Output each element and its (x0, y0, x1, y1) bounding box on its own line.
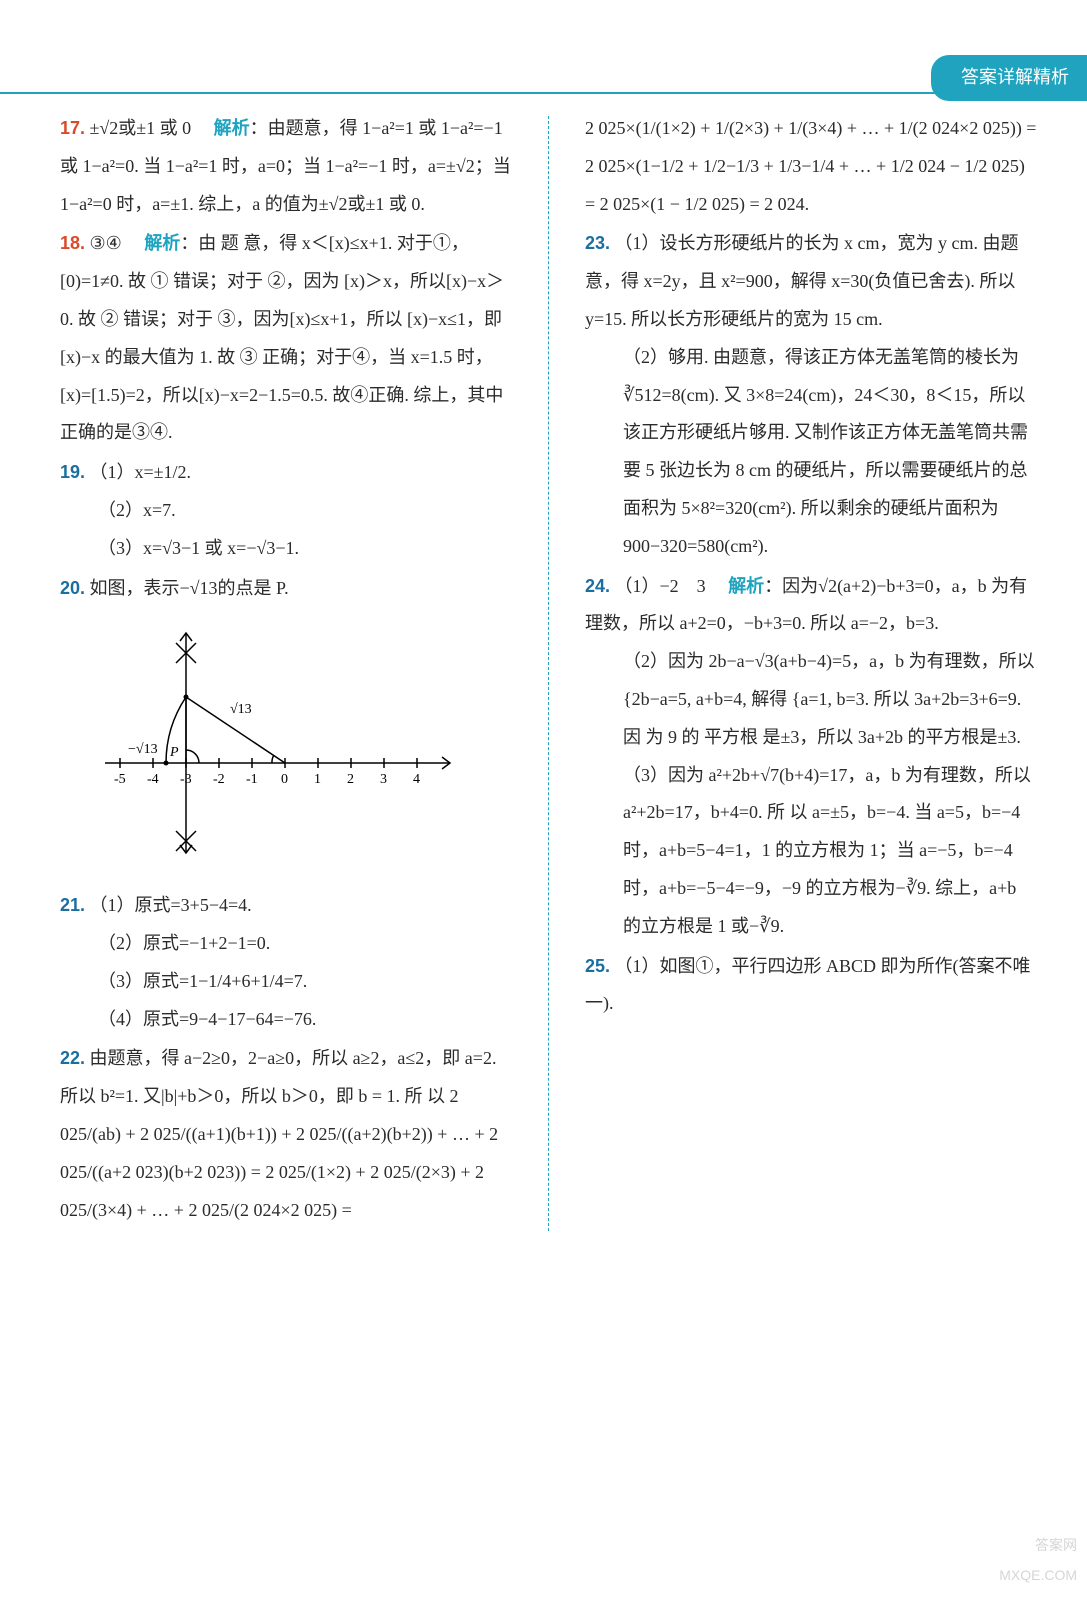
watermark: 答案网 MXQE.COM (999, 1531, 1077, 1590)
analysis-body: ：由 题 意，得 x＜[x)≤x+1. 对于①，[0)=1≠0. 故 ① 错误；… (60, 233, 504, 442)
body: 由题意，得 a−2≥0，2−a≥0，所以 a≥2，a≤2，即 a=2. 所以 b… (60, 1048, 498, 1219)
header-rule (0, 92, 1087, 94)
svg-text:4: 4 (413, 772, 420, 787)
sqrt13-label: √13 (230, 702, 252, 717)
point-p-label: P (169, 745, 179, 760)
problem-number: 19. (60, 462, 85, 482)
problem-17: 17. ±√2或±1 或 0 解析：由题意，得 1−a²=1 或 1−a²=−1… (60, 110, 512, 223)
problem-number: 18. (60, 233, 85, 253)
svg-text:-4: -4 (147, 772, 159, 787)
answer-text: （1）−2 3 (615, 576, 706, 596)
svg-text:-2: -2 (213, 772, 225, 787)
problem-22-cont: 2 025×(1/(1×2) + 1/(2×3) + 1/(3×4) + … +… (585, 110, 1037, 223)
analysis-label: 解析 (144, 233, 180, 253)
problem-23: 23. （1）设长方形硬纸片的长为 x cm，宽为 y cm. 由题意，得 x=… (585, 225, 1037, 565)
line: （3）原式=1−1/4+6+1/4=7. (60, 963, 512, 1001)
svg-text:-3: -3 (180, 772, 192, 787)
problem-number: 21. (60, 895, 85, 915)
line: （4）原式=9−4−17−64=−76. (60, 1001, 512, 1039)
svg-text:-5: -5 (114, 772, 126, 787)
line: （3）x=√3−1 或 x=−√3−1. (60, 530, 512, 568)
problem-number: 24. (585, 576, 610, 596)
number-line-figure: -5 -4 -3 -2 -1 0 1 2 3 4 √13 −√13 P (60, 613, 512, 877)
problem-number: 25. (585, 956, 610, 976)
watermark-line: 答案网 (999, 1531, 1077, 1560)
watermark-line: MXQE.COM (999, 1561, 1077, 1590)
problem-number: 17. (60, 118, 85, 138)
line: （1）x=±1/2. (90, 462, 192, 482)
problem-19: 19. （1）x=±1/2. （2）x=7. （3）x=√3−1 或 x=−√3… (60, 454, 512, 567)
problem-number: 22. (60, 1048, 85, 1068)
problem-number: 20. (60, 578, 85, 598)
analysis-label: 解析 (728, 576, 764, 596)
problem-22: 22. 由题意，得 a−2≥0，2−a≥0，所以 a≥2，a≤2，即 a=2. … (60, 1040, 512, 1229)
line: （2）因为 2b−a−√3(a+b−4)=5，a，b 为有理数，所以 {2b−a… (585, 643, 1037, 756)
problem-number: 23. (585, 233, 610, 253)
page-columns: 17. ±√2或±1 或 0 解析：由题意，得 1−a²=1 或 1−a²=−1… (60, 110, 1037, 1231)
line: （2）x=7. (60, 492, 512, 530)
line: （3）因为 a²+2b+√7(b+4)=17，a，b 为有理数，所以 a²+2b… (585, 757, 1037, 946)
svg-text:0: 0 (281, 772, 288, 787)
line: （2）原式=−1+2−1=0. (60, 925, 512, 963)
line: （1）原式=3+5−4=4. (90, 895, 252, 915)
line: （1）如图①，平行四边形 ABCD 即为所作(答案不唯一). (585, 956, 1031, 1014)
answer-text: ③④ (90, 233, 122, 253)
line: 如图，表示−√13的点是 P. (90, 578, 289, 598)
analysis-label: 解析 (214, 118, 250, 138)
problem-20: 20. 如图，表示−√13的点是 P. (60, 570, 512, 878)
problem-21: 21. （1）原式=3+5−4=4. （2）原式=−1+2−1=0. （3）原式… (60, 887, 512, 1038)
neg-sqrt13-label: −√13 (128, 742, 158, 757)
problem-18: 18. ③④ 解析：由 题 意，得 x＜[x)≤x+1. 对于①，[0)=1≠0… (60, 225, 512, 452)
right-column: 2 025×(1/(1×2) + 1/(2×3) + 1/(3×4) + … +… (585, 110, 1037, 1231)
problem-25: 25. （1）如图①，平行四边形 ABCD 即为所作(答案不唯一). (585, 948, 1037, 1024)
svg-text:3: 3 (380, 772, 387, 787)
left-column: 17. ±√2或±1 或 0 解析：由题意，得 1−a²=1 或 1−a²=−1… (60, 110, 512, 1231)
line: （2）够用. 由题意，得该正方体无盖笔筒的棱长为 ∛512=8(cm). 又 3… (585, 339, 1037, 566)
svg-text:2: 2 (347, 772, 354, 787)
answer-text: ±√2或±1 或 0 (90, 118, 192, 138)
problem-24: 24. （1）−2 3 解析：因为√2(a+2)−b+3=0，a，b 为有理数，… (585, 568, 1037, 946)
svg-text:-1: -1 (246, 772, 258, 787)
line: （1）设长方形硬纸片的长为 x cm，宽为 y cm. 由题意，得 x=2y，且… (585, 233, 1019, 329)
body: 2 025×(1/(1×2) + 1/(2×3) + 1/(3×4) + … +… (585, 118, 1036, 214)
svg-text:1: 1 (314, 772, 321, 787)
column-divider (548, 116, 549, 1231)
